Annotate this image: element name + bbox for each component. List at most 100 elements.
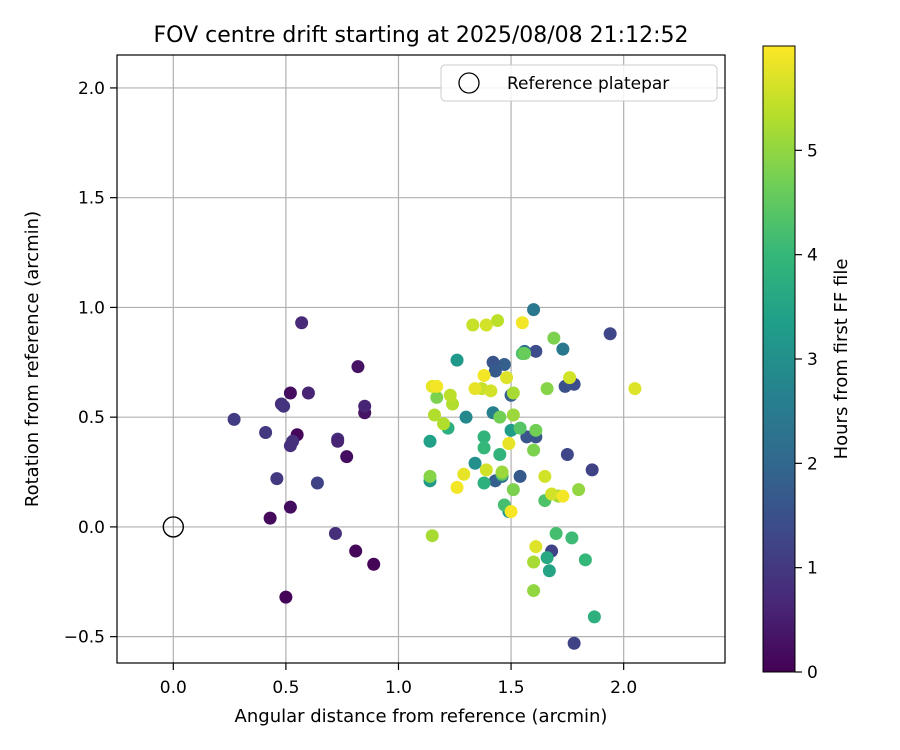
x-tick-label: 1.5 bbox=[498, 678, 525, 698]
x-tick-label: 0.5 bbox=[272, 678, 299, 698]
colorbar-tick-label: 2 bbox=[807, 454, 818, 474]
data-point bbox=[540, 382, 554, 396]
data-point bbox=[578, 553, 592, 567]
data-point bbox=[529, 540, 543, 554]
data-point bbox=[270, 472, 284, 486]
colorbar: 0 1 2 3 4 5 Hours from first FF file bbox=[762, 45, 852, 683]
data-point bbox=[259, 426, 273, 440]
data-point bbox=[545, 487, 559, 501]
y-axis-ticks: −0.5 0.0 0.5 1.0 1.5 2.0 bbox=[64, 79, 117, 648]
data-point bbox=[491, 314, 505, 328]
data-point bbox=[529, 344, 543, 358]
data-point bbox=[567, 636, 581, 650]
legend-reference-marker bbox=[458, 72, 480, 94]
data-point bbox=[603, 327, 617, 341]
colorbar-tick-label: 0 bbox=[807, 663, 818, 683]
legend-label: Reference platepar bbox=[507, 74, 669, 94]
y-tick-label: 1.0 bbox=[78, 298, 105, 318]
data-point bbox=[556, 489, 570, 503]
x-tick-label: 1.0 bbox=[385, 678, 412, 698]
x-axis-label: Angular distance from reference (arcmin) bbox=[235, 706, 608, 727]
data-point bbox=[277, 399, 291, 413]
data-point bbox=[349, 544, 363, 558]
data-point bbox=[527, 555, 541, 569]
data-point bbox=[328, 526, 342, 540]
data-point bbox=[437, 417, 451, 431]
data-point bbox=[506, 483, 520, 497]
data-point bbox=[515, 316, 529, 330]
data-point bbox=[479, 463, 493, 477]
data-point bbox=[450, 480, 464, 494]
grid-lines bbox=[117, 55, 725, 663]
data-point bbox=[450, 353, 464, 367]
data-point bbox=[459, 410, 473, 424]
data-point bbox=[301, 386, 315, 400]
data-point bbox=[540, 551, 554, 565]
data-point bbox=[477, 368, 491, 382]
data-point bbox=[227, 412, 241, 426]
data-point bbox=[497, 357, 511, 371]
data-point bbox=[493, 447, 507, 461]
data-point bbox=[477, 476, 491, 490]
data-point bbox=[423, 469, 437, 483]
data-point bbox=[527, 303, 541, 317]
data-point bbox=[351, 360, 365, 374]
data-point bbox=[331, 434, 345, 448]
data-point bbox=[430, 379, 444, 393]
data-point bbox=[506, 386, 520, 400]
data-point bbox=[283, 439, 297, 453]
data-point bbox=[560, 447, 574, 461]
data-point bbox=[340, 450, 354, 464]
data-point bbox=[527, 584, 541, 598]
data-point bbox=[457, 467, 471, 481]
data-point bbox=[547, 331, 561, 345]
data-point bbox=[563, 371, 577, 385]
data-point bbox=[529, 423, 543, 437]
y-tick-label: 0.5 bbox=[78, 408, 105, 428]
data-point bbox=[495, 465, 509, 479]
data-point bbox=[466, 318, 480, 332]
data-point bbox=[443, 388, 457, 402]
y-tick-label: 0.0 bbox=[78, 518, 105, 538]
data-point bbox=[572, 483, 586, 497]
data-point bbox=[283, 500, 297, 514]
data-point bbox=[428, 408, 442, 422]
data-point bbox=[565, 531, 579, 545]
data-point bbox=[468, 382, 482, 396]
chart-title: FOV centre drift starting at 2025/08/08 … bbox=[154, 23, 689, 48]
colorbar-bar bbox=[762, 45, 796, 673]
colorbar-tick-label: 1 bbox=[807, 559, 818, 579]
colorbar-tick-label: 3 bbox=[807, 350, 818, 370]
y-tick-label: 2.0 bbox=[78, 79, 105, 99]
data-point bbox=[283, 386, 297, 400]
plot-frame bbox=[116, 54, 726, 664]
data-point bbox=[513, 469, 527, 483]
data-point bbox=[628, 382, 642, 396]
data-point bbox=[477, 441, 491, 455]
data-point bbox=[506, 408, 520, 422]
colorbar-ticks: 0 1 2 3 4 5 bbox=[795, 141, 818, 683]
x-axis-ticks: 0.0 0.5 1.0 1.5 2.0 bbox=[160, 663, 637, 698]
data-point bbox=[527, 443, 541, 457]
y-tick-label: −0.5 bbox=[64, 628, 105, 648]
data-point bbox=[423, 434, 437, 448]
data-point bbox=[430, 390, 444, 404]
data-point bbox=[425, 529, 439, 543]
legend: Reference platepar bbox=[440, 64, 718, 102]
data-point bbox=[484, 384, 498, 398]
data-point bbox=[518, 347, 532, 361]
data-point bbox=[542, 564, 556, 578]
data-point bbox=[488, 364, 502, 378]
data-point bbox=[556, 342, 570, 356]
x-tick-label: 2.0 bbox=[610, 678, 637, 698]
reference-marker-group bbox=[162, 516, 184, 538]
data-point bbox=[367, 557, 381, 571]
data-point bbox=[477, 430, 491, 444]
data-point bbox=[479, 318, 493, 332]
data-point bbox=[538, 469, 552, 483]
data-point bbox=[295, 316, 309, 330]
data-point bbox=[310, 476, 324, 490]
reference-platepar-marker bbox=[162, 516, 184, 538]
data-point bbox=[502, 437, 516, 451]
